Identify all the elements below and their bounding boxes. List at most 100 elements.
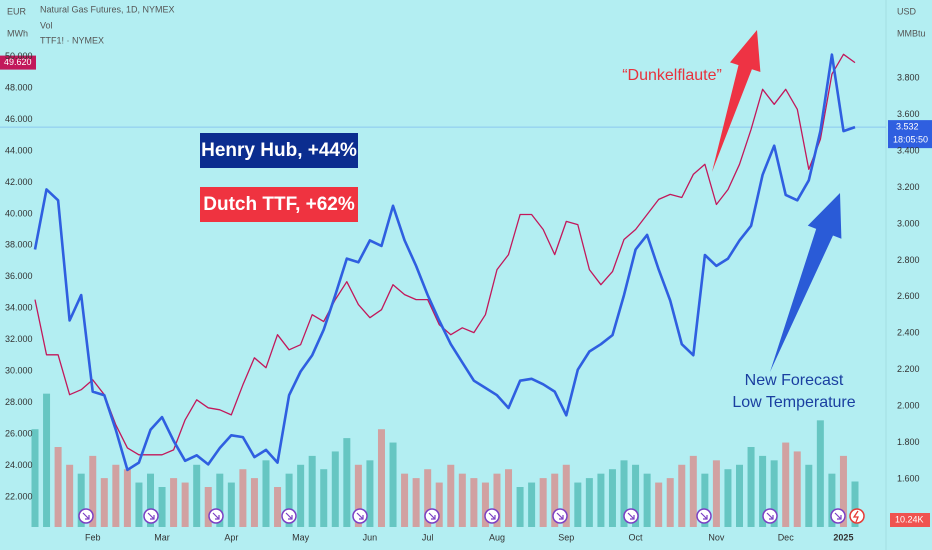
arrow bbox=[770, 193, 842, 372]
y-tick-label: 42.000 bbox=[5, 177, 33, 187]
volume-bar bbox=[655, 482, 663, 527]
x-tick-label: Oct bbox=[629, 532, 644, 542]
event-icon-glyph bbox=[285, 512, 293, 520]
volume-bar bbox=[562, 464, 570, 527]
price-badge bbox=[888, 120, 932, 149]
y2-tick-label: 2.400 bbox=[897, 328, 920, 338]
volume-bar bbox=[689, 455, 697, 527]
y-tick-label: 26.000 bbox=[5, 428, 33, 438]
x-tick-label: Nov bbox=[708, 532, 725, 542]
volume-bar bbox=[793, 451, 801, 527]
volume-bar bbox=[123, 469, 131, 527]
x-tick-label: Feb bbox=[85, 532, 101, 542]
x-tick-label: Aug bbox=[489, 532, 505, 542]
volume-bar bbox=[539, 478, 547, 527]
event-icon-glyph bbox=[488, 512, 496, 520]
volume-bar bbox=[551, 473, 559, 527]
y-tick-label: 38.000 bbox=[5, 240, 33, 250]
event-icon-glyph bbox=[428, 512, 436, 520]
y2-tick-label: 2.600 bbox=[897, 291, 920, 301]
series-label: Dutch TTF, +62% bbox=[203, 194, 355, 215]
y-tick-label: 50.000 bbox=[5, 51, 33, 61]
y-tick-label: 46.000 bbox=[5, 114, 33, 124]
volume-bar bbox=[470, 478, 478, 527]
y2-tick-label: 3.600 bbox=[897, 109, 920, 119]
event-icon-glyph bbox=[212, 512, 220, 520]
price-badge-label: 3.532 bbox=[896, 122, 919, 132]
volume-bar bbox=[851, 481, 859, 527]
y2-tick-label: 1.600 bbox=[897, 473, 920, 483]
volume-bar bbox=[343, 438, 351, 527]
right-unit: MMBtu bbox=[897, 28, 926, 38]
compare-label: TTF1! · NYMEX bbox=[40, 35, 104, 45]
y-tick-label: 40.000 bbox=[5, 208, 33, 218]
volume-bar bbox=[828, 473, 836, 527]
series-label: Henry Hub, +44% bbox=[201, 140, 357, 161]
volume-bar bbox=[216, 473, 224, 527]
volume-bar bbox=[666, 478, 674, 527]
series-label-box bbox=[200, 187, 358, 222]
x-tick-label: Sep bbox=[558, 532, 574, 542]
x-tick-label: Jun bbox=[363, 532, 378, 542]
volume-bar bbox=[608, 469, 616, 527]
volume-bar bbox=[31, 429, 39, 527]
y2-tick-label: 3.000 bbox=[897, 218, 920, 228]
x-tick-label: Mar bbox=[154, 532, 170, 542]
annotation: Low Temperature bbox=[732, 394, 855, 411]
volume-bar bbox=[458, 473, 466, 527]
volume-bar bbox=[285, 473, 293, 527]
volume-bar bbox=[493, 473, 501, 527]
volume-bar bbox=[262, 460, 270, 527]
event-icon-glyph bbox=[627, 512, 635, 520]
y2-tick-label: 2.800 bbox=[897, 255, 920, 265]
volume-bar bbox=[389, 442, 397, 527]
y-tick-label: 32.000 bbox=[5, 334, 33, 344]
series-label-box bbox=[200, 133, 358, 168]
volume-bar bbox=[366, 460, 374, 527]
volume-bar bbox=[505, 469, 513, 527]
volume-bar bbox=[377, 429, 385, 527]
price-badge bbox=[0, 55, 36, 70]
volume-label: Vol bbox=[40, 20, 53, 30]
event-icon-glyph bbox=[356, 512, 364, 520]
x-tick-label: 2025 bbox=[833, 532, 853, 542]
countdown: 18:05:50 bbox=[893, 135, 928, 145]
overlay: Henry Hub, +44% Dutch TTF, +62% “Dunkelfla… bbox=[0, 55, 932, 527]
volume-bar bbox=[528, 482, 536, 527]
volume-bar bbox=[701, 473, 709, 527]
event-icon-glyph bbox=[700, 512, 708, 520]
volume-bar bbox=[516, 487, 524, 527]
volume-bar bbox=[100, 478, 108, 527]
volume-bar bbox=[736, 464, 744, 527]
volume-bar bbox=[193, 464, 201, 527]
volume-bar bbox=[643, 473, 651, 527]
volume-bar bbox=[620, 460, 628, 527]
annotation: “Dunkelflaute” bbox=[622, 67, 722, 84]
volume-bar bbox=[227, 482, 235, 527]
y-tick-label: 44.000 bbox=[5, 145, 33, 155]
volume-bar bbox=[274, 487, 282, 527]
volume-bar bbox=[805, 464, 813, 527]
volume-bar bbox=[747, 447, 755, 527]
volume-bar bbox=[724, 469, 732, 527]
x-tick-label: May bbox=[292, 532, 310, 542]
volume-bar bbox=[54, 447, 62, 527]
volume-bar bbox=[712, 460, 720, 527]
y-tick-label: 48.000 bbox=[5, 82, 33, 92]
chart-title: Natural Gas Futures, 1D, NYMEX bbox=[40, 4, 175, 14]
volume-bar bbox=[597, 473, 605, 527]
volume-bar bbox=[447, 464, 455, 527]
volume-bar bbox=[66, 464, 74, 527]
volume-pane bbox=[31, 393, 859, 527]
volume-bar bbox=[181, 482, 189, 527]
y-tick-label: 24.000 bbox=[5, 460, 33, 470]
volume-bar bbox=[585, 478, 593, 527]
event-icon-glyph bbox=[556, 512, 564, 520]
y-tick-label: 34.000 bbox=[5, 303, 33, 313]
volume-bar bbox=[146, 473, 154, 527]
volume-bar bbox=[297, 464, 305, 527]
volume-bar bbox=[401, 473, 409, 527]
y2-tick-label: 1.800 bbox=[897, 437, 920, 447]
y-tick-label: 28.000 bbox=[5, 397, 33, 407]
